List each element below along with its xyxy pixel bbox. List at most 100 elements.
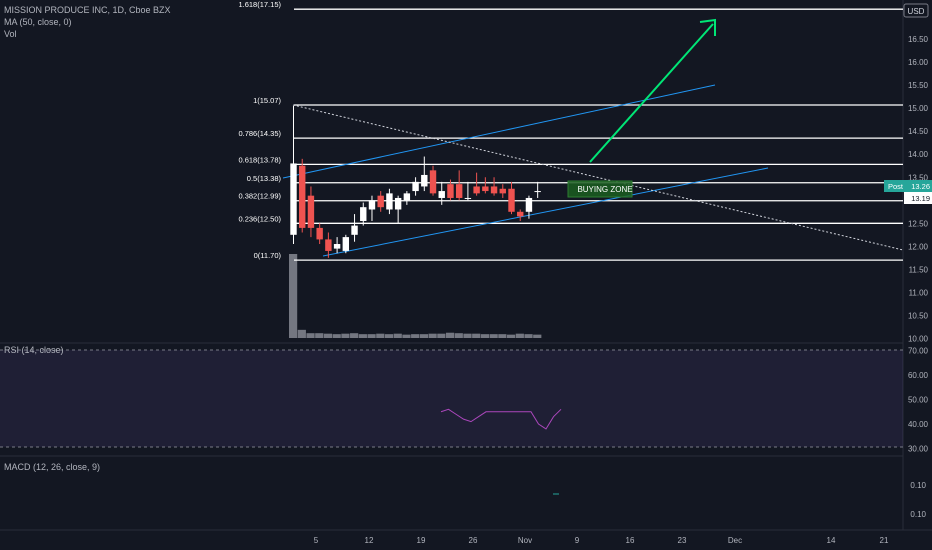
time-tick-label: 9 [575,536,580,545]
volume-bar [297,329,306,338]
candle[interactable] [482,177,489,194]
rsi-tick-label: 50.00 [908,396,929,405]
price-tick-label: 16.50 [908,35,929,44]
candle-body [429,170,437,194]
volume-bar [306,333,315,338]
rsi-line [440,408,562,430]
candle[interactable] [464,181,472,201]
candle-body [534,191,541,193]
candle[interactable] [360,202,367,226]
candle[interactable] [473,172,480,196]
candle-body [482,186,489,192]
candle[interactable] [316,223,323,245]
fib-label: 1(15.07) [253,96,281,105]
close-price-value: 13.19 [911,194,930,203]
time-tick-label: 21 [880,536,889,545]
candle-body [394,197,402,210]
price-tick-label: 11.00 [909,288,929,297]
candle[interactable] [403,191,411,205]
volume-bar [367,334,376,338]
price-ticks: 16.5016.0015.5015.0014.5014.0013.5013.00… [908,35,929,343]
candle-body [386,193,393,210]
candle[interactable] [447,179,454,201]
candle-body [290,163,297,235]
volume-bar [524,334,533,338]
price-tick-label: 10.00 [908,334,929,343]
time-tick-label: 23 [678,536,687,545]
candle-body [421,174,428,187]
price-tick-label: 14.00 [908,150,929,159]
last-price-prefix: Post [888,182,904,191]
candle[interactable] [351,214,358,242]
volume-bar [489,334,498,338]
volume-bar [472,333,481,338]
fib-label: 0.382(12.99) [238,192,281,201]
candle[interactable] [368,195,376,221]
candle-body [307,195,315,228]
volume-bar [323,333,333,338]
candle[interactable] [508,181,515,215]
candle-body [438,191,445,198]
candle[interactable] [290,105,297,245]
candle[interactable] [455,170,463,201]
candle-body [333,244,341,249]
volume-bar [376,333,385,338]
macd-legend[interactable]: MACD (12, 26, close, 9) [4,462,101,472]
price-tick-label: 14.50 [908,127,929,136]
channel-upper-line[interactable] [282,84,716,179]
macd-ticks: 0.10 0.10 [910,481,926,519]
candle-body [499,188,506,194]
volume-bar [358,334,367,338]
time-tick-label: 26 [469,536,478,545]
buying-zone-box[interactable] [567,180,633,198]
volume-bar [402,334,411,338]
volume-bar [384,334,394,338]
candle[interactable] [499,184,506,198]
candle[interactable] [490,177,498,196]
candle[interactable] [377,191,384,212]
candle-body [342,237,350,251]
candle-body [360,207,367,221]
fib-label: 1.618(17.15) [238,0,281,9]
volume-bar [437,333,446,338]
candle[interactable] [412,177,419,196]
candle[interactable] [525,195,533,219]
candle[interactable] [438,181,445,205]
fib-label: 0.618(13.78) [238,155,281,164]
price-tick-label: 10.50 [908,311,929,320]
price-tick-label: 12.00 [908,242,929,251]
candle-body [325,239,332,251]
dotted-trend-line[interactable] [292,104,904,251]
candle[interactable] [299,158,306,233]
time-tick-label: Dec [728,536,742,545]
volume-legend[interactable]: Vol [4,29,17,39]
candle[interactable] [342,234,350,254]
volume-bar [445,332,455,338]
price-axis[interactable]: USD 16.5016.0015.5015.0014.5014.0013.501… [884,3,932,519]
candle-body [299,165,306,228]
candle[interactable] [325,232,332,258]
candle[interactable] [307,186,315,238]
symbol-legend[interactable]: MISSION PRODUCE INC, 1D, Cboe BZX [4,5,171,15]
channel-lower-line[interactable] [322,167,769,257]
candle[interactable] [517,209,524,221]
volume-bar [393,333,402,338]
candle[interactable] [421,156,428,192]
candle[interactable] [394,195,402,224]
currency-badge [903,3,929,18]
fib-label: 0.5(13.38) [247,174,282,183]
candle[interactable] [333,237,341,254]
volume-bar [315,333,324,338]
candle[interactable] [386,188,393,215]
time-axis[interactable]: 5 12 19 26 Nov 9 16 23 Dec 14 21 [314,536,889,545]
candle[interactable] [534,181,541,198]
candle[interactable] [429,165,437,196]
volume-bar [498,334,507,338]
target-arrow[interactable] [589,23,714,163]
rsi-legend[interactable]: RSI (14, close) [4,345,64,355]
ma-legend[interactable]: MA (50, close, 0) [4,17,72,27]
time-tick-label: Nov [518,536,532,545]
rsi-band [0,350,903,447]
volume-bar [332,334,341,338]
